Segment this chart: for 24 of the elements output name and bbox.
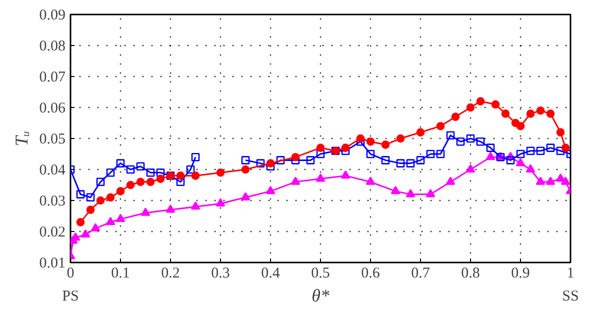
x-tick-label: 0.5 (311, 266, 330, 282)
y-tick-label: 0.09 (39, 8, 66, 24)
y-tick-label: 0.02 (39, 224, 66, 240)
y-tick-label: 0.03 (39, 194, 66, 210)
x-tick-label: 0.7 (411, 266, 430, 282)
x-tick-label: 0.2 (161, 266, 180, 282)
x-tick-label: 0.6 (361, 266, 380, 282)
x-tick-label: 0.8 (461, 266, 480, 282)
x-axis-title: θ* (312, 286, 330, 306)
y-axis-title: Tᵤ (11, 130, 32, 146)
y-tick-label: 0.04 (39, 162, 66, 178)
x-tick-label: 0.1 (111, 266, 130, 282)
x-tick-label: 0.3 (211, 266, 230, 282)
y-tick-label: 0.06 (39, 100, 66, 116)
x-tick-label: 1 (566, 266, 574, 282)
x-tick-label: 0 (66, 266, 74, 282)
x-tick-label: 0.9 (511, 266, 530, 282)
y-tick-label: 0.07 (39, 70, 66, 86)
y-tick-label: 0.01 (39, 256, 66, 272)
y-tick-label: 0.08 (39, 38, 66, 54)
x-tick-label: 0.4 (261, 266, 280, 282)
text: PS (62, 288, 79, 304)
y-tick-label: 0.05 (39, 132, 66, 148)
text: SS (562, 288, 579, 304)
